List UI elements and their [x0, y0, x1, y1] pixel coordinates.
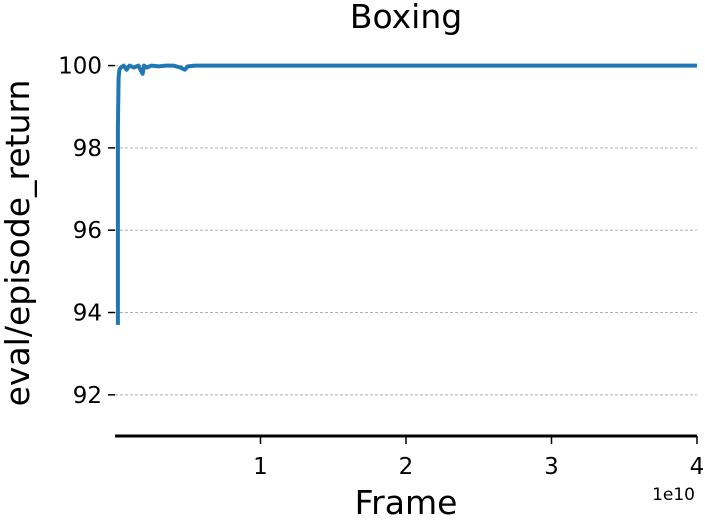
y-tick-label: 94: [73, 301, 102, 327]
x-ticks: 1 2 3 4: [253, 436, 704, 480]
y-ticks: 92 94 96 98 100: [58, 54, 115, 409]
x-axis-label: Frame: [355, 483, 458, 522]
x-tick-label: 2: [399, 454, 414, 480]
y-tick-label: 92: [73, 383, 102, 409]
y-tick-label: 98: [73, 136, 102, 162]
x-tick-label: 4: [690, 454, 705, 480]
y-tick-label: 96: [73, 218, 102, 244]
x-axis-offset-label: 1e10: [652, 485, 695, 505]
y-axis-label: eval/episode_return: [0, 80, 37, 407]
x-tick-label: 3: [544, 454, 559, 480]
series-layer: [115, 63, 697, 325]
gridlines: [115, 65, 697, 396]
y-tick-label: 100: [58, 54, 102, 80]
x-tick-label: 1: [253, 454, 268, 480]
chart-title: Boxing: [350, 0, 462, 36]
series-line: [115, 63, 697, 325]
